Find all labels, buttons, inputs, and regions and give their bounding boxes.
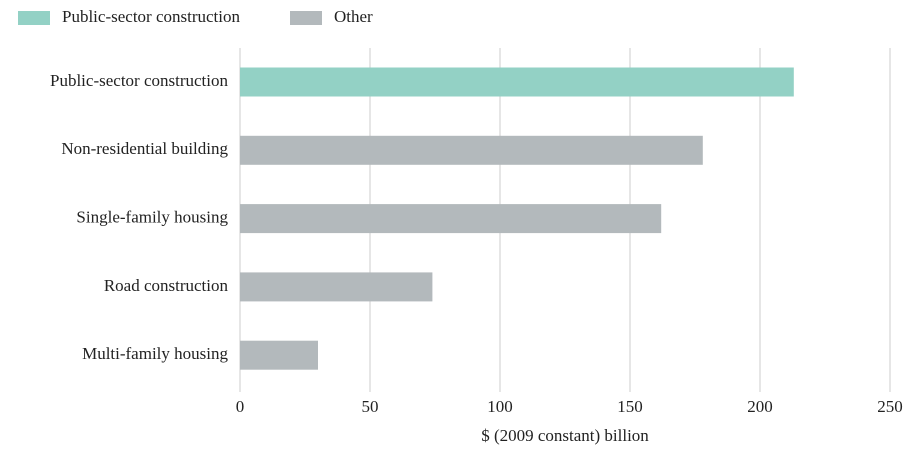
bar — [240, 67, 794, 97]
x-tick-label: 250 — [877, 397, 903, 416]
bar — [240, 135, 703, 165]
y-tick-label: Single-family housing — [76, 208, 228, 227]
legend-swatch — [290, 11, 322, 25]
x-tick-label: 0 — [236, 397, 245, 416]
legend-swatch — [18, 11, 50, 25]
x-axis-label: $ (2009 constant) billion — [481, 426, 649, 445]
bar — [240, 272, 433, 302]
y-tick-label: Public-sector construction — [50, 71, 228, 90]
x-tick-label: 100 — [487, 397, 513, 416]
y-tick-label: Multi-family housing — [82, 344, 228, 363]
legend-label: Other — [334, 7, 373, 26]
bar — [240, 340, 318, 370]
y-tick-label: Non-residential building — [61, 139, 228, 158]
x-tick-label: 200 — [747, 397, 773, 416]
legend-label: Public-sector construction — [62, 7, 240, 26]
y-tick-label: Road construction — [104, 276, 229, 295]
x-tick-label: 150 — [617, 397, 643, 416]
x-tick-label: 50 — [362, 397, 379, 416]
bar — [240, 204, 662, 234]
